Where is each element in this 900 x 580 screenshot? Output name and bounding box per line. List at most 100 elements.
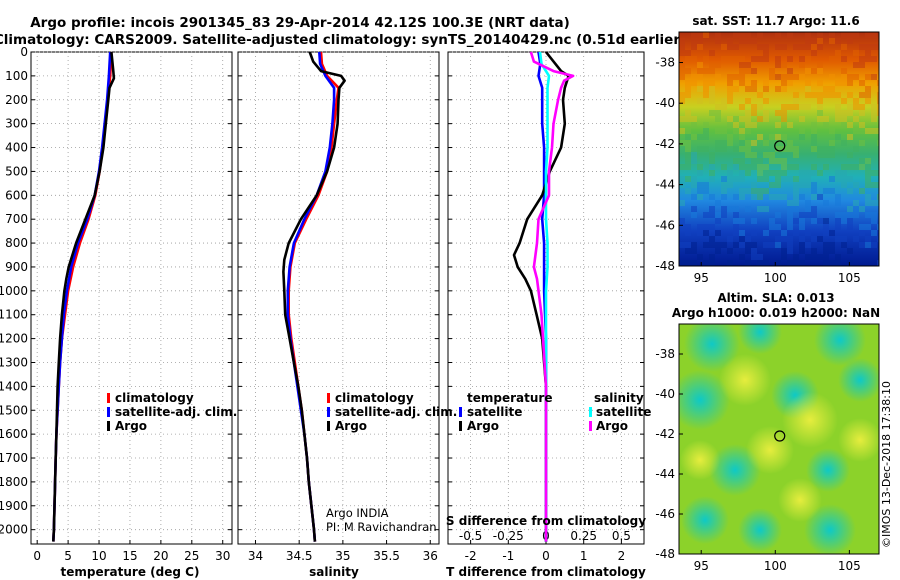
- sst-pixel: [763, 260, 769, 266]
- sst-pixel: [781, 110, 787, 116]
- sst-pixel: [811, 50, 817, 56]
- sst-pixel: [775, 74, 781, 80]
- sst-pixel: [775, 224, 781, 230]
- sst-pixel: [871, 212, 877, 218]
- lat-tick-label: -40: [655, 387, 675, 401]
- sst-pixel: [877, 110, 879, 116]
- sst-pixel: [703, 68, 709, 74]
- sst-pixel: [715, 110, 721, 116]
- sst-pixel: [859, 224, 865, 230]
- lat-tick-label: -44: [655, 467, 675, 481]
- sst-pixel: [847, 164, 853, 170]
- sst-pixel: [835, 92, 841, 98]
- sst-pixel: [793, 230, 799, 236]
- sst-pixel: [781, 74, 787, 80]
- legend-swatch-satellite: [327, 407, 330, 417]
- sst-pixel: [823, 200, 829, 206]
- series-line-argo: [52, 51, 116, 542]
- sst-pixel: [787, 176, 793, 182]
- sst-pixel: [703, 134, 709, 140]
- sst-pixel: [697, 254, 703, 260]
- sst-pixel: [811, 236, 817, 242]
- sst-pixel: [721, 206, 727, 212]
- sst-pixel: [739, 32, 745, 38]
- sst-pixel: [787, 122, 793, 128]
- sst-pixel: [703, 230, 709, 236]
- sst-pixel: [697, 182, 703, 188]
- depth-tick-label: 600: [5, 188, 28, 202]
- lon-tick-label: 95: [694, 271, 709, 285]
- sst-pixel: [703, 242, 709, 248]
- x-tick-label: 36: [423, 549, 438, 563]
- sst-pixel: [787, 146, 793, 152]
- legend-swatch-satellite: [107, 407, 110, 417]
- sst-pixel: [679, 224, 685, 230]
- sst-pixel: [817, 32, 823, 38]
- sst-pixel: [733, 146, 739, 152]
- sla-blob: [679, 370, 730, 430]
- sst-pixel: [751, 248, 757, 254]
- sst-pixel: [799, 194, 805, 200]
- sst-pixel: [757, 164, 763, 170]
- x-tick-label: 20: [153, 549, 168, 563]
- sst-pixel: [727, 86, 733, 92]
- sst-pixel: [733, 86, 739, 92]
- sst-pixel: [865, 236, 871, 242]
- sst-pixel: [691, 116, 697, 122]
- sst-pixel: [775, 236, 781, 242]
- sla-blob: [681, 496, 729, 544]
- series-line-argo: [282, 51, 346, 542]
- sst-pixel: [835, 110, 841, 116]
- sst-pixel: [757, 32, 763, 38]
- sst-pixel: [751, 158, 757, 164]
- sst-pixel: [847, 134, 853, 140]
- sst-pixel: [817, 254, 823, 260]
- sst-pixel: [721, 182, 727, 188]
- sst-pixel: [859, 104, 865, 110]
- sst-pixel: [865, 50, 871, 56]
- x-tick-label-salinity: -0.25: [493, 529, 524, 543]
- temperature-panel: 0 5 10 15 20 25 30: [30, 51, 233, 563]
- sst-pixel: [865, 212, 871, 218]
- sst-pixel: [805, 32, 811, 38]
- sst-pixel: [739, 170, 745, 176]
- sst-pixel: [835, 134, 841, 140]
- sst-pixel: [805, 92, 811, 98]
- sst-pixel: [817, 218, 823, 224]
- imos-watermark: ©IMOS 13-Dec-2018 17:38:10: [880, 381, 893, 548]
- sst-pixel: [847, 74, 853, 80]
- sst-pixel: [745, 98, 751, 104]
- sst-pixel: [877, 86, 879, 92]
- sst-pixel: [871, 116, 877, 122]
- sst-pixel: [859, 80, 865, 86]
- sst-pixel: [781, 248, 787, 254]
- sst-pixel: [679, 164, 685, 170]
- depth-axis: 0 100 200 300 400 500 600 700 800 900 1000 1100 1200…: [0, 45, 28, 537]
- sst-pixel: [763, 188, 769, 194]
- sst-pixel: [775, 182, 781, 188]
- sst-pixel: [793, 98, 799, 104]
- sst-pixel: [745, 62, 751, 68]
- sst-pixel: [793, 206, 799, 212]
- sla-blob: [778, 478, 822, 522]
- sst-pixel: [841, 212, 847, 218]
- sst-pixel: [721, 98, 727, 104]
- sst-pixel: [835, 194, 841, 200]
- sst-pixel: [787, 164, 793, 170]
- sst-pixel: [823, 224, 829, 230]
- sst-pixel: [847, 152, 853, 158]
- sst-pixel: [817, 92, 823, 98]
- temperature-xlabel: temperature (deg C): [61, 565, 200, 579]
- sst-pixel: [805, 44, 811, 50]
- sst-pixel: [697, 146, 703, 152]
- sst-pixel: [847, 80, 853, 86]
- sst-pixel: [697, 230, 703, 236]
- sst-pixel: [811, 38, 817, 44]
- x-tick-label-salinity: 0.25: [570, 529, 597, 543]
- sst-pixel: [811, 128, 817, 134]
- sst-pixel: [817, 194, 823, 200]
- sst-pixel: [805, 86, 811, 92]
- sst-pixel: [799, 176, 805, 182]
- sst-pixel: [829, 86, 835, 92]
- x-tick-label: 5: [64, 549, 72, 563]
